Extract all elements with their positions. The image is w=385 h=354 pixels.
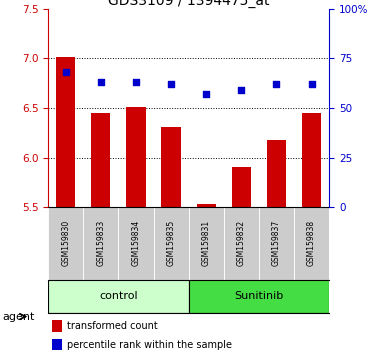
Bar xyxy=(189,280,329,313)
Text: control: control xyxy=(99,291,138,302)
Point xyxy=(273,81,280,87)
Bar xyxy=(302,113,321,207)
Text: GSM159835: GSM159835 xyxy=(167,220,176,267)
Bar xyxy=(52,320,62,332)
Bar xyxy=(267,140,286,207)
Title: GDS3109 / 1394475_at: GDS3109 / 1394475_at xyxy=(108,0,270,8)
Bar xyxy=(224,207,259,280)
Bar xyxy=(126,107,146,207)
Bar xyxy=(259,207,294,280)
Text: percentile rank within the sample: percentile rank within the sample xyxy=(67,339,233,350)
Point xyxy=(133,79,139,85)
Text: GSM159834: GSM159834 xyxy=(131,220,141,267)
Bar xyxy=(48,207,83,280)
Point xyxy=(238,87,244,93)
Point xyxy=(308,81,315,87)
Point xyxy=(203,91,209,97)
Bar xyxy=(52,338,62,350)
Text: transformed count: transformed count xyxy=(67,321,158,331)
Text: agent: agent xyxy=(2,312,34,321)
Bar xyxy=(161,127,181,207)
Bar xyxy=(119,207,154,280)
Text: Sunitinib: Sunitinib xyxy=(234,291,283,302)
Bar xyxy=(83,207,119,280)
Bar xyxy=(56,57,75,207)
Bar xyxy=(91,113,110,207)
Point xyxy=(168,81,174,87)
Bar xyxy=(232,167,251,207)
Point xyxy=(63,69,69,75)
Bar xyxy=(294,207,329,280)
Bar xyxy=(154,207,189,280)
Text: GSM159837: GSM159837 xyxy=(272,220,281,267)
Text: GSM159831: GSM159831 xyxy=(202,220,211,267)
Bar xyxy=(189,207,224,280)
Text: GSM159830: GSM159830 xyxy=(61,220,70,267)
Text: GSM159832: GSM159832 xyxy=(237,220,246,267)
Bar xyxy=(197,204,216,207)
Point xyxy=(98,79,104,85)
Text: GSM159833: GSM159833 xyxy=(96,220,105,267)
Bar xyxy=(48,280,189,313)
Text: GSM159838: GSM159838 xyxy=(307,220,316,267)
